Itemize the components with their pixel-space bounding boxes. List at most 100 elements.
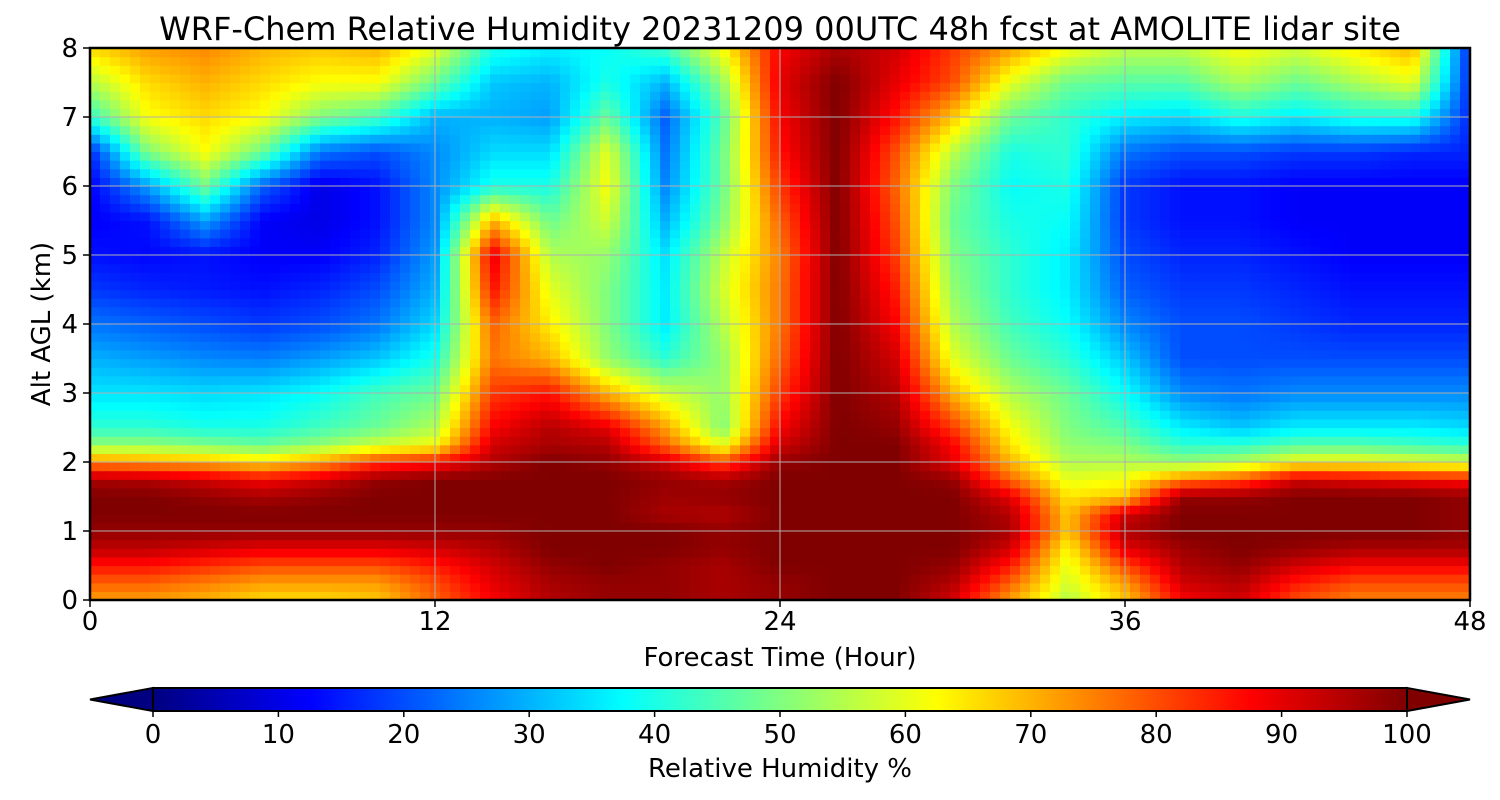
heatmap-cell xyxy=(1110,522,1121,532)
heatmap-cell xyxy=(160,565,171,575)
heatmap-cell xyxy=(350,548,361,558)
heatmap-cell xyxy=(910,453,921,463)
heatmap-cell xyxy=(610,401,621,411)
heatmap-cell xyxy=(960,444,971,454)
heatmap-cell xyxy=(1220,487,1231,498)
heatmap-cell xyxy=(200,522,211,532)
heatmap-cell xyxy=(1270,522,1281,532)
heatmap-cell xyxy=(1430,341,1441,351)
heatmap-cell xyxy=(180,591,191,600)
heatmap-cell xyxy=(260,453,271,463)
heatmap-cell xyxy=(1320,306,1331,316)
heatmap-cell xyxy=(480,358,491,368)
heatmap-cell xyxy=(1220,349,1231,360)
heatmap-cell xyxy=(1290,349,1301,360)
heatmap-cell xyxy=(250,531,261,541)
heatmap-cell xyxy=(570,496,581,506)
heatmap-cell xyxy=(1090,341,1101,351)
heatmap-cell xyxy=(350,384,361,394)
heatmap-cell xyxy=(100,289,111,299)
heatmap-cell xyxy=(790,496,801,506)
heatmap-cell xyxy=(720,462,731,472)
heatmap-cell xyxy=(620,487,631,498)
heatmap-cell xyxy=(760,315,771,325)
heatmap-cell xyxy=(1410,591,1421,600)
heatmap-cell xyxy=(1450,375,1461,385)
heatmap-cell xyxy=(1160,375,1171,385)
heatmap-cell xyxy=(1110,289,1121,299)
heatmap-cell xyxy=(1100,289,1111,299)
heatmap-cell xyxy=(550,470,561,480)
heatmap-cell xyxy=(140,453,151,463)
heatmap-cell xyxy=(380,582,391,592)
heatmap-cell xyxy=(700,548,711,558)
heatmap-cell xyxy=(1240,384,1251,394)
heatmap-cell xyxy=(1410,487,1421,498)
heatmap-cell xyxy=(1050,496,1061,506)
heatmap-cell xyxy=(130,470,141,480)
heatmap-cell xyxy=(410,358,421,368)
heatmap-cell xyxy=(1070,462,1081,472)
heatmap-cell xyxy=(100,556,111,567)
heatmap-cell xyxy=(680,487,691,498)
heatmap-cell xyxy=(1280,453,1291,463)
heatmap-cell xyxy=(820,522,831,532)
heatmap-cell xyxy=(130,574,141,584)
heatmap-cell xyxy=(800,556,811,567)
heatmap-cell xyxy=(570,513,581,523)
heatmap-cell xyxy=(880,505,891,515)
heatmap-cell xyxy=(370,341,381,351)
heatmap-cell xyxy=(640,315,651,325)
heatmap-cell xyxy=(520,574,531,584)
heatmap-cell xyxy=(150,539,161,549)
heatmap-cell xyxy=(120,427,131,437)
heatmap-cell xyxy=(950,531,961,541)
heatmap-cell xyxy=(510,574,521,584)
heatmap-cell xyxy=(120,280,131,291)
heatmap-cell xyxy=(1280,367,1291,377)
heatmap-cell xyxy=(130,384,141,394)
heatmap-cell xyxy=(540,436,551,446)
heatmap-cell xyxy=(660,479,671,489)
heatmap-cell xyxy=(1100,315,1111,325)
heatmap-cell xyxy=(860,531,871,541)
heatmap-cell xyxy=(270,487,281,498)
heatmap-cell xyxy=(1100,513,1111,523)
heatmap-cell xyxy=(130,556,141,567)
heatmap-cell xyxy=(210,582,221,592)
heatmap-cell xyxy=(210,565,221,575)
heatmap-cell xyxy=(1030,427,1041,437)
heatmap-cell xyxy=(180,289,191,299)
heatmap-cell xyxy=(690,548,701,558)
heatmap-cell xyxy=(1170,315,1181,325)
heatmap-cell xyxy=(390,410,401,420)
heatmap-cell xyxy=(900,418,911,429)
heatmap-cell xyxy=(460,531,471,541)
heatmap-cell xyxy=(660,436,671,446)
heatmap-cell xyxy=(570,462,581,472)
heatmap-cell xyxy=(290,479,301,489)
heatmap-cell xyxy=(590,341,601,351)
heatmap-cell xyxy=(1280,375,1291,385)
heatmap-cell xyxy=(1320,401,1331,411)
heatmap-cell xyxy=(1220,315,1231,325)
heatmap-cell xyxy=(1040,496,1051,506)
heatmap-cell xyxy=(760,505,771,515)
heatmap-cell xyxy=(1010,522,1021,532)
heatmap-cell xyxy=(580,513,591,523)
heatmap-cell xyxy=(250,462,261,472)
heatmap-cell xyxy=(1040,332,1051,342)
heatmap-cell xyxy=(550,505,561,515)
heatmap-cell xyxy=(1340,324,1351,334)
heatmap-cell xyxy=(380,548,391,558)
heatmap-cell xyxy=(170,591,181,600)
heatmap-cell xyxy=(400,556,411,567)
heatmap-cell xyxy=(710,367,721,377)
heatmap-cell xyxy=(660,341,671,351)
heatmap-cell xyxy=(970,393,981,403)
heatmap-cell xyxy=(800,496,811,506)
heatmap-cell xyxy=(570,522,581,532)
heatmap-cell xyxy=(880,358,891,368)
heatmap-cell xyxy=(760,462,771,472)
heatmap-cell xyxy=(1250,332,1261,342)
